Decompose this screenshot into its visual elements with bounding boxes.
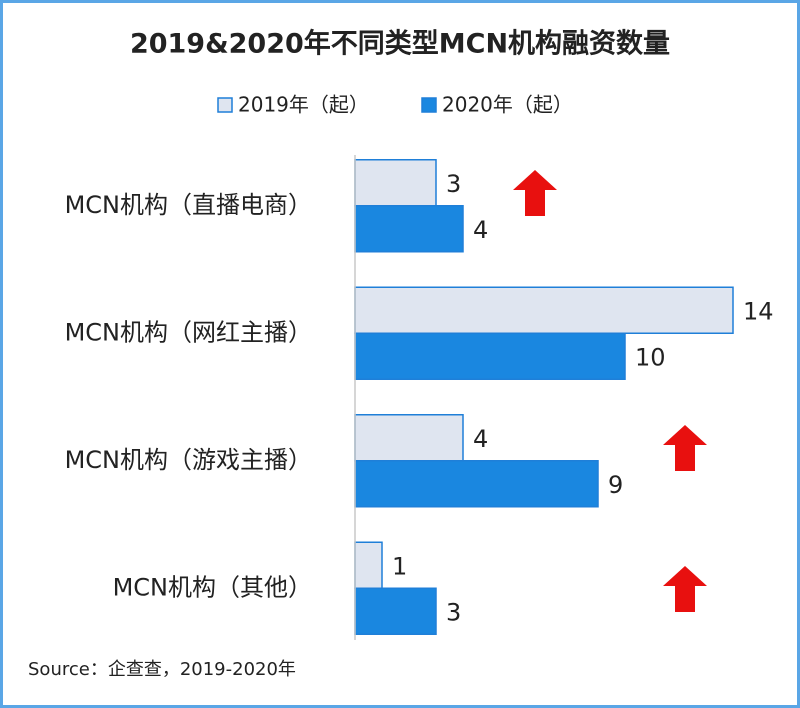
legend-swatch xyxy=(217,97,233,113)
y-tick-label: MCN机构（网红主播） xyxy=(65,318,312,346)
arrows xyxy=(513,170,707,612)
y-tick-label: MCN机构（其他） xyxy=(113,573,312,601)
bar xyxy=(354,460,599,508)
y-tick-label: MCN机构（直播电商） xyxy=(65,191,312,219)
up-arrow xyxy=(513,170,557,216)
value-label: 14 xyxy=(743,297,774,325)
bar xyxy=(354,587,437,635)
value-label: 3 xyxy=(446,170,461,198)
up-arrow xyxy=(663,566,707,612)
source: Source：企查查，2019-2020年 xyxy=(28,659,296,680)
value-label: 10 xyxy=(635,343,666,371)
value-label: 3 xyxy=(446,598,461,626)
legend-label: 2020年（起） xyxy=(442,93,573,117)
value-label: 4 xyxy=(473,425,488,453)
value-label: 1 xyxy=(392,552,407,580)
up-arrow xyxy=(663,425,707,471)
legend-swatch xyxy=(421,97,437,113)
bar xyxy=(354,414,464,462)
chart-title: 2019&2020年不同类型MCN机构融资数量 xyxy=(130,28,670,60)
y-tick-label: MCN机构（游戏主播） xyxy=(65,446,312,474)
bar xyxy=(354,286,734,334)
bar xyxy=(354,541,383,589)
bar xyxy=(354,159,437,207)
value-label: 4 xyxy=(473,216,488,244)
bar xyxy=(354,332,626,380)
value-label: 9 xyxy=(608,471,623,499)
bar xyxy=(354,205,464,253)
legend-label: 2019年（起） xyxy=(238,93,369,117)
